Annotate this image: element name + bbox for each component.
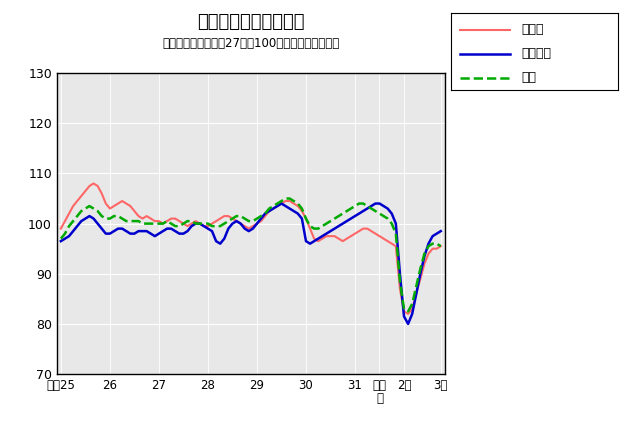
Text: 鳳取県: 鳳取県 <box>521 23 544 37</box>
鳳取県 <box>127 203 134 209</box>
中国地方 <box>278 201 285 206</box>
全国 <box>216 224 224 229</box>
中国地方 <box>404 321 412 326</box>
中国地方 <box>290 209 297 214</box>
中国地方 <box>437 229 445 234</box>
Line: 中国地方: 中国地方 <box>61 203 441 324</box>
鳳取県 <box>290 201 297 206</box>
中国地方 <box>347 216 355 221</box>
Text: （季節調整済、平成27年＝100、３か月移動平均）: （季節調整済、平成27年＝100、３か月移動平均） <box>162 37 339 49</box>
全国 <box>404 309 412 314</box>
鳳取県 <box>347 233 355 239</box>
全国 <box>290 199 297 204</box>
鳳取県 <box>437 244 445 249</box>
全国 <box>347 206 355 211</box>
全国 <box>282 196 290 201</box>
中国地方 <box>204 226 212 231</box>
全国 <box>57 236 64 241</box>
全国 <box>437 244 445 249</box>
中国地方 <box>216 241 224 246</box>
中国地方 <box>155 231 163 236</box>
鳳取県 <box>208 221 216 226</box>
鳳取県 <box>404 311 412 316</box>
Line: 鳳取県: 鳳取県 <box>61 184 441 314</box>
Line: 全国: 全国 <box>61 199 441 311</box>
鳳取県 <box>57 226 64 231</box>
全国 <box>122 218 130 224</box>
中国地方 <box>57 239 64 244</box>
鳳取県 <box>220 214 228 219</box>
鳳取県 <box>90 181 97 186</box>
Text: 鉱工業生産指数の推移: 鉱工業生産指数の推移 <box>197 13 305 31</box>
Text: 全国: 全国 <box>521 71 536 84</box>
中国地方 <box>122 229 130 234</box>
鳳取県 <box>159 221 167 226</box>
全国 <box>155 221 163 226</box>
Text: 中国地方: 中国地方 <box>521 47 551 61</box>
全国 <box>204 221 212 226</box>
